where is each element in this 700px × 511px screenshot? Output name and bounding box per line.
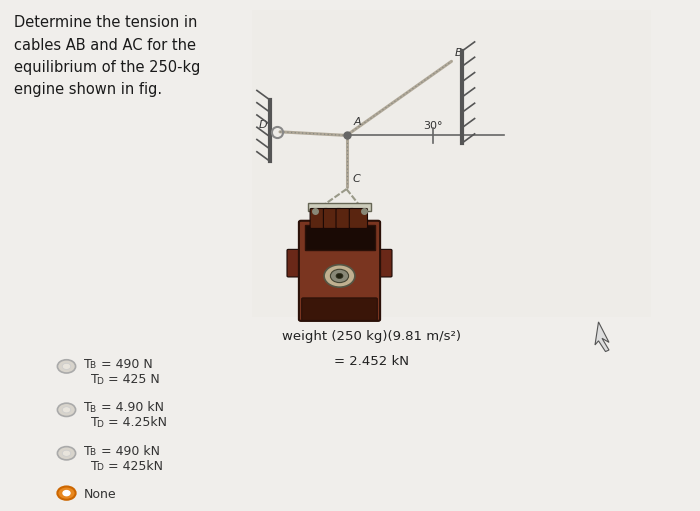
Text: = 490 N: = 490 N [97, 358, 153, 370]
Circle shape [57, 486, 76, 500]
Text: 30°: 30° [424, 121, 443, 131]
FancyBboxPatch shape [308, 203, 371, 211]
Text: C: C [352, 174, 360, 184]
Text: A: A [354, 117, 361, 127]
Text: = 4.25kN: = 4.25kN [104, 416, 167, 429]
FancyBboxPatch shape [310, 208, 328, 228]
Circle shape [336, 273, 343, 278]
Circle shape [62, 407, 71, 413]
Text: D: D [97, 377, 104, 386]
Text: T: T [84, 445, 92, 457]
FancyBboxPatch shape [287, 249, 304, 277]
Text: weight (250 kg)(9.81 m/s²): weight (250 kg)(9.81 m/s²) [281, 330, 461, 342]
Circle shape [57, 360, 76, 373]
Circle shape [330, 269, 349, 283]
Text: T: T [91, 460, 99, 473]
Text: None: None [84, 488, 117, 501]
Circle shape [57, 447, 76, 460]
Circle shape [62, 363, 71, 369]
Text: T: T [84, 358, 92, 370]
Polygon shape [595, 322, 609, 352]
Text: B: B [90, 448, 96, 457]
Text: = 490 kN: = 490 kN [97, 445, 160, 457]
Text: T: T [91, 416, 99, 429]
FancyBboxPatch shape [252, 10, 651, 317]
FancyBboxPatch shape [349, 208, 368, 228]
Text: D: D [97, 463, 104, 473]
FancyBboxPatch shape [302, 298, 377, 320]
FancyBboxPatch shape [375, 249, 392, 277]
Text: B: B [90, 405, 96, 414]
Text: = 2.452 kN: = 2.452 kN [333, 355, 409, 368]
Circle shape [62, 450, 71, 456]
Text: = 4.90 kN: = 4.90 kN [97, 401, 164, 414]
Text: D: D [259, 120, 267, 130]
FancyBboxPatch shape [299, 221, 380, 321]
Text: = 425kN: = 425kN [104, 460, 162, 473]
FancyBboxPatch shape [336, 208, 354, 228]
Text: B: B [455, 48, 463, 58]
FancyBboxPatch shape [323, 208, 342, 228]
Text: T: T [91, 373, 99, 386]
Text: Determine the tension in
cables AB and AC for the
equilibrium of the 250-kg
engi: Determine the tension in cables AB and A… [14, 15, 200, 97]
FancyBboxPatch shape [304, 225, 374, 250]
Text: D: D [97, 420, 104, 429]
Circle shape [63, 491, 70, 496]
Text: = 425 N: = 425 N [104, 373, 160, 386]
Circle shape [57, 403, 76, 416]
Text: T: T [84, 401, 92, 414]
Circle shape [324, 265, 355, 287]
Text: B: B [90, 361, 96, 370]
